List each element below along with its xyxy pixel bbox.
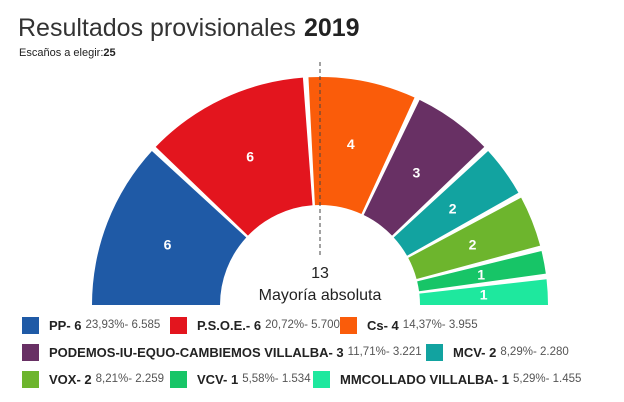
- legend-item-mmcollado: MMCOLLADO VILLALBA- 1 5,29%- 1.455: [313, 369, 581, 389]
- seat-segment-podemos-iu-equo-cambiemos-villalba: [363, 99, 485, 236]
- legend-values: 14,37%- 3.955: [402, 319, 478, 331]
- seat-label-cs: 4: [347, 136, 355, 152]
- chart-title: Resultados provisionales 2019: [18, 14, 360, 43]
- seat-label-mcv: 2: [449, 201, 457, 217]
- legend-values: 20,72%- 5.700: [265, 319, 340, 331]
- seat-segment-pp: [92, 150, 247, 305]
- legend-name: PP- 6: [49, 317, 82, 333]
- legend-name: MMCOLLADO VILLALBA- 1: [340, 371, 509, 387]
- legend-values: 11,71%- 3.221: [347, 346, 422, 358]
- title-text: Resultados provisionales: [18, 14, 296, 42]
- legend-item-vox: VOX- 2 8,21%- 2.259: [22, 369, 164, 389]
- seat-label-pp: 6: [164, 237, 172, 253]
- legend-name: PODEMOS-IU-EQUO-CAMBIEMOS VILLALBA- 3: [49, 344, 344, 360]
- seat-label-vcv: 1: [477, 266, 485, 282]
- legend-item-pp: PP- 6 23,93%- 6.585: [22, 315, 160, 335]
- legend-name: VOX- 2: [49, 371, 92, 387]
- legend-values: 8,21%- 2.259: [95, 373, 165, 385]
- seat-segment-mcv: [393, 150, 519, 256]
- seat-label-p-s-o-e: 6: [246, 149, 254, 165]
- seats-value: 25: [103, 47, 116, 59]
- legend-values: 5,29%- 1.455: [512, 373, 582, 385]
- legend-name: P.S.O.E.- 6: [197, 317, 262, 333]
- legend-values: 8,29%- 2.280: [500, 346, 569, 358]
- majority-seats: 13: [311, 265, 329, 282]
- legend-swatch: [313, 370, 330, 388]
- legend-item-psoe: P.S.O.E.- 6 20,72%- 5.700: [170, 315, 340, 335]
- seat-segment-vcv: [417, 251, 546, 292]
- legend-item-podemos: PODEMOS-IU-EQUO-CAMBIEMOS VILLALBA- 3 11…: [22, 342, 422, 362]
- legend-values: 5,58%- 1.534: [242, 373, 311, 385]
- seat-label-mmcollado-villalba: 1: [480, 287, 488, 303]
- seats-label: Escaños a elegir:: [19, 47, 104, 59]
- legend-swatch: [170, 370, 187, 388]
- seat-segment-cs: [308, 76, 415, 215]
- legend-swatch: [22, 343, 39, 361]
- legend-swatch: [340, 316, 357, 334]
- majority-label: Mayoría absoluta: [258, 287, 382, 304]
- legend-item-cs: Cs- 4 14,37%- 3.955: [340, 315, 478, 335]
- seat-label-vox: 2: [469, 237, 477, 253]
- legend-name: Cs- 4: [367, 317, 399, 333]
- seat-segment-p-s-o-e: [155, 77, 313, 236]
- seat-segment-mmcollado-villalba: [419, 279, 548, 305]
- legend-swatch: [22, 316, 39, 334]
- legend-name: MCV- 2: [453, 344, 497, 360]
- legend-values: 23,93%- 6.585: [85, 319, 161, 331]
- legend-name: VCV- 1: [197, 371, 239, 387]
- legend-item-vcv: VCV- 1 5,58%- 1.534: [170, 369, 311, 389]
- legend-swatch: [426, 343, 443, 361]
- legend-swatch: [22, 370, 39, 388]
- legend-swatch: [170, 316, 187, 334]
- seat-segment-vox: [408, 197, 541, 279]
- title-year: 2019: [303, 14, 360, 42]
- legend-item-mcv: MCV- 2 8,29%- 2.280: [426, 342, 569, 362]
- seats-to-elect: Escaños a elegir:25: [19, 47, 116, 59]
- seat-label-podemos-iu-equo-cambiemos-villalba: 3: [412, 164, 420, 180]
